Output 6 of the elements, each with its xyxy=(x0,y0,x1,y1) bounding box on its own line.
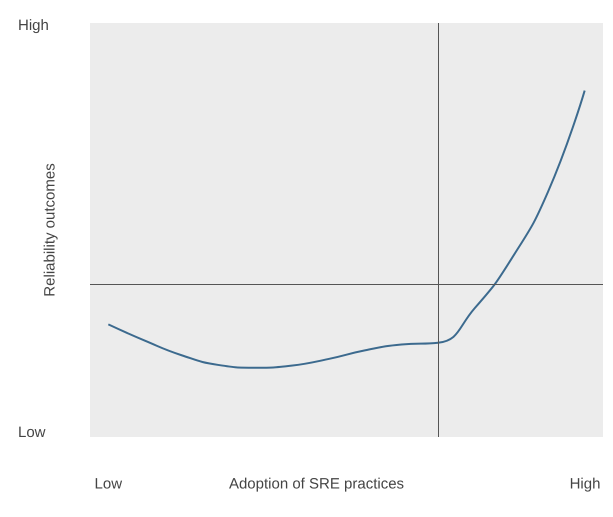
text: High xyxy=(18,17,49,34)
text: Adoption of SRE practices xyxy=(228,476,404,492)
text: High xyxy=(570,476,600,492)
text: Low xyxy=(18,424,46,441)
text: Low xyxy=(94,476,122,492)
y-axis-title: Reliability outcomes xyxy=(42,163,58,297)
